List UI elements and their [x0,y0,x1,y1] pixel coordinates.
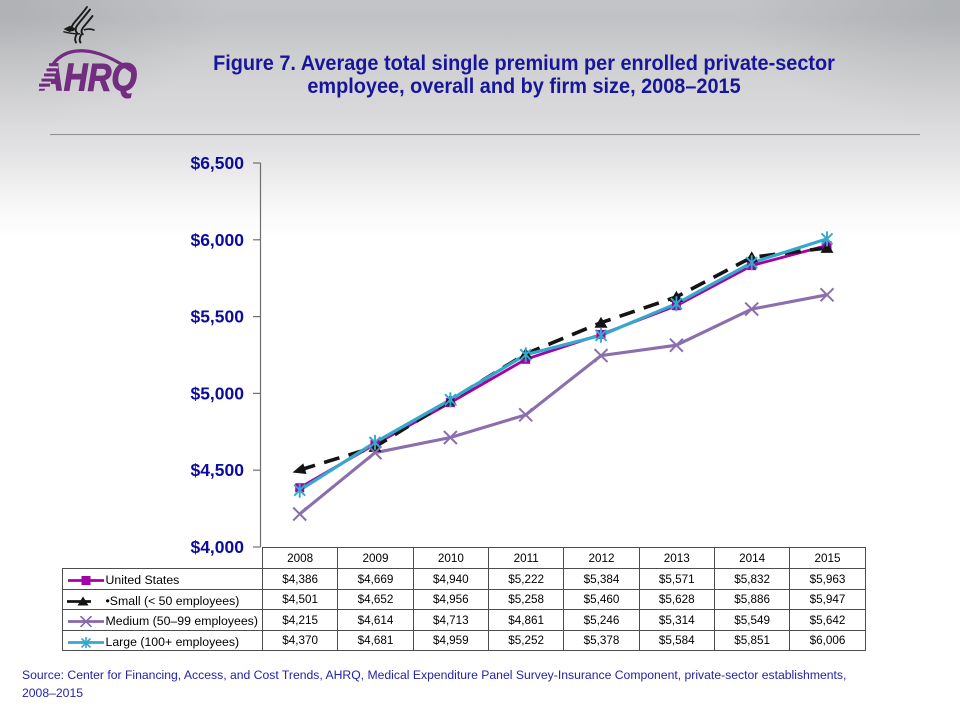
svg-text:$4,500: $4,500 [190,460,244,480]
svg-text:$5,000: $5,000 [190,383,244,403]
svg-text:$6,500: $6,500 [190,153,244,173]
svg-text:$5,500: $5,500 [190,307,244,327]
svg-text:$6,000: $6,000 [190,230,244,250]
svg-text:$4,000: $4,000 [190,537,244,557]
